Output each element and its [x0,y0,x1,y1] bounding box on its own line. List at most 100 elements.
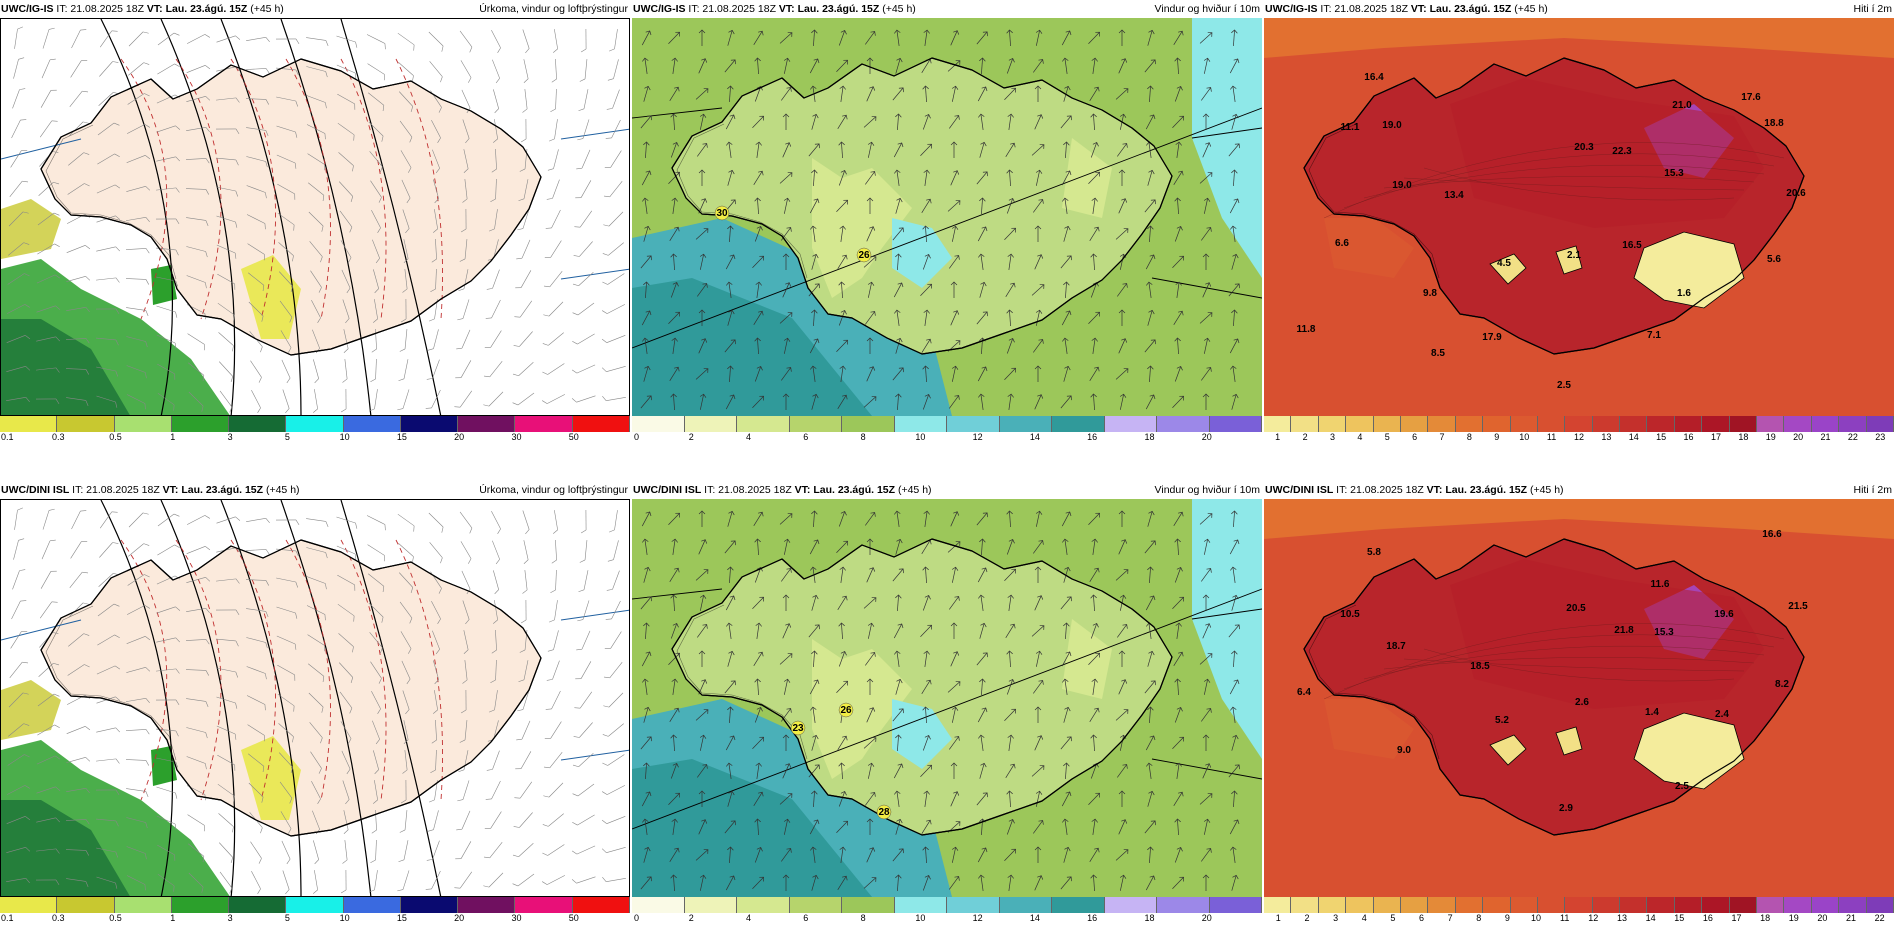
wind-map[interactable]: 30 26 [632,18,1262,416]
wind-arrow [1033,339,1044,353]
colorbar-tick-label: 21 [1846,913,1857,923]
colorbar-tick-label: 11 [1560,913,1570,923]
wind-barb [306,605,326,621]
wind-arrow [781,848,792,862]
wind-arrow [1034,875,1044,891]
wind-arrow [1145,875,1156,891]
wind-barb [157,873,175,892]
wind-arrow [950,30,960,46]
wind-colorbar-ticks: 0 2 4 6 8 10 12 14 16 18 20 [632,913,1262,927]
wind-arrow [1089,226,1100,241]
wind-arrow [1199,513,1213,525]
wind-arrow [1174,707,1183,723]
wind-barb [215,609,240,616]
wind-barb [280,330,292,353]
temperature-value-label: 8.5 [1431,348,1445,359]
wind-barb [520,599,527,624]
wind-barb [604,631,622,649]
wind-arrow [752,395,764,408]
wind-arrow [895,734,902,752]
wind-gust-value-label: 30 [716,208,728,219]
wind-arrow [1174,538,1181,556]
wind-barb [578,89,589,112]
wind-arrow [1199,32,1213,44]
wind-arrow [755,141,762,158]
wind-arrow [697,283,708,297]
wind-arrow [1034,394,1044,410]
wind-arrow [754,847,763,863]
wind-arrow [1147,29,1155,46]
wind-barb [245,98,270,105]
wind-barb [13,57,25,79]
wind-arrow [699,594,707,611]
precip-map[interactable] [0,499,630,897]
colorbar-swatch [57,897,115,913]
wind-arrow [1202,393,1210,410]
wind-arrow [781,708,792,722]
wind-barb [551,540,557,564]
wind-barb [279,271,294,293]
wind-barb [486,750,500,771]
wind-barb [66,307,90,312]
wind-barb [433,209,438,233]
wind-barb [278,242,294,262]
wind-barb [6,335,31,343]
temperature-value-label: 9.0 [1397,745,1411,756]
wind-arrow [1144,540,1156,554]
wind-barb [219,842,234,864]
colorbar-swatch [737,416,790,432]
precip-colorbar-ticks: 0.1 0.3 0.5 1 3 5 10 15 20 30 50 [0,432,630,446]
wind-barb [281,840,291,865]
model-label: UWC/DINI ISL [633,484,702,496]
colorbar-swatch [515,897,573,913]
wind-map[interactable]: 26 23 28 [632,499,1262,897]
wind-barb [572,814,595,826]
colorbar-swatch [1811,416,1840,432]
temp-map[interactable]: 16.4 17.6 11.1 19.0 21.0 18.8 20.3 22.3 19.0 13.4… [1264,18,1894,416]
wind-arrow [1031,284,1045,296]
wind-arrow [698,169,706,186]
colorbar-tick-label: 17 [1731,913,1742,923]
colorbar-tick-label: 12 [1588,913,1599,923]
wind-arrow [669,366,680,381]
temperature-value-label: 11.1 [1341,122,1360,133]
wind-barb [399,329,408,352]
wind-arrow [727,29,735,46]
wind-arrow [1031,625,1045,637]
wind-arrow [1144,59,1156,73]
wind-barb [459,720,468,743]
wind-arrow [1118,650,1126,667]
wind-barb [311,299,321,323]
wind-arrow [783,57,791,74]
wind-arrow [976,171,988,185]
wind-barb [187,333,205,351]
precip-map[interactable] [0,18,630,416]
wind-arrow [865,31,876,45]
wind-arrow [726,141,733,158]
wind-arrow [951,225,959,242]
wind-barb [216,725,237,740]
wind-barb [545,209,561,229]
temperature-value-label: 2.5 [1675,781,1689,792]
wind-arrow [1007,734,1014,751]
wind-arrow [698,309,706,326]
wind-arrow [1118,58,1128,74]
colorbar-tick-label: 0.3 [52,432,65,442]
wind-arrow [1173,30,1184,45]
wind-barb [427,810,439,832]
wind-arrow [810,365,817,382]
temperature-value-label: 21.5 [1788,601,1808,612]
wind-barb [543,270,563,288]
wind-arrow [1228,624,1240,638]
colorbar-swatch [458,416,516,432]
wind-barb [39,601,58,619]
wind-arrow [1061,791,1072,807]
wind-arrow [1201,227,1212,241]
wind-barb [246,156,268,168]
temp-map[interactable]: 5.8 16.6 10.5 11.6 20.5 21.8 15.3 19.6 21.5 18.7 1… [1264,499,1894,897]
wind-barb [338,152,354,172]
wind-barb [544,240,562,258]
colorbar-swatch [1647,897,1675,913]
wind-barb [96,758,120,764]
wind-arrow [1061,30,1072,46]
